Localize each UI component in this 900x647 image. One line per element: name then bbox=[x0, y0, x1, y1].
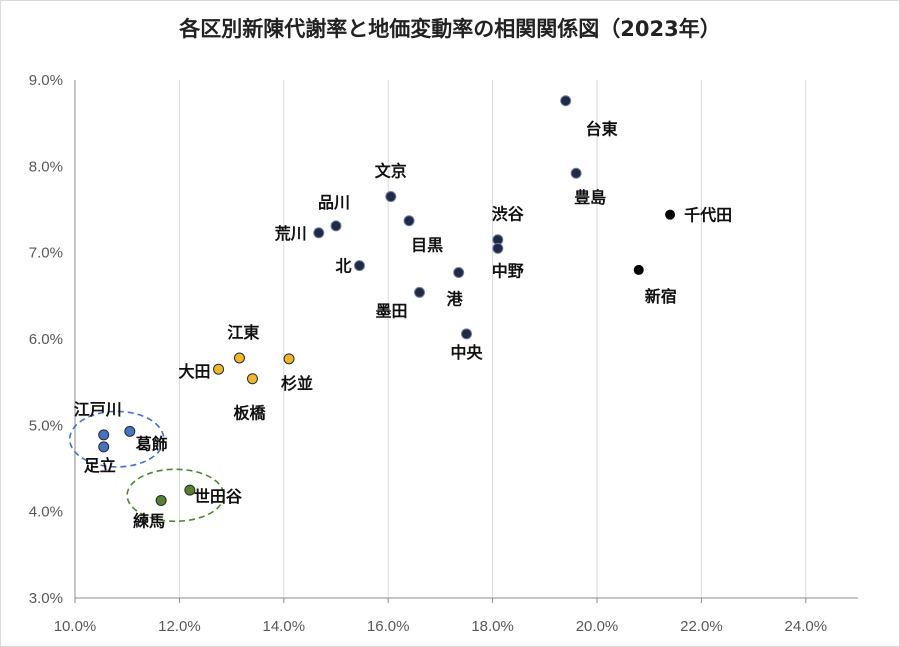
point-label: 江戸川 bbox=[74, 400, 122, 419]
data-point-江東 bbox=[233, 352, 245, 364]
y-tick-label: 4.0% bbox=[29, 504, 63, 521]
point-label: 渋谷 bbox=[492, 205, 525, 224]
x-tick-label: 24.0% bbox=[785, 618, 828, 635]
x-tick-label: 22.0% bbox=[680, 618, 723, 635]
point-label: 練馬 bbox=[133, 511, 165, 530]
point-label: 千代田 bbox=[684, 206, 732, 225]
data-point-港 bbox=[453, 267, 465, 279]
y-tick-label: 3.0% bbox=[29, 590, 63, 607]
point-label: 新宿 bbox=[645, 287, 677, 306]
x-tick-label: 14.0% bbox=[263, 618, 306, 635]
data-point-千代田 bbox=[665, 209, 676, 220]
point-label: 荒川 bbox=[274, 224, 307, 243]
point-label: 大田 bbox=[179, 362, 211, 381]
data-point-足立 bbox=[98, 441, 110, 453]
point-label: 板橋 bbox=[233, 404, 266, 423]
point-label: 豊島 bbox=[574, 188, 606, 207]
data-point-世田谷 bbox=[184, 484, 196, 496]
y-tick-label: 5.0% bbox=[29, 417, 63, 434]
group-ellipses bbox=[68, 410, 225, 523]
group-ellipse-green bbox=[126, 468, 225, 523]
point-label: 北 bbox=[335, 257, 351, 276]
data-point-目黒 bbox=[403, 215, 415, 227]
x-tick-label: 18.0% bbox=[471, 618, 514, 635]
y-tick-label: 8.0% bbox=[29, 158, 63, 175]
x-tick-label: 10.0% bbox=[54, 618, 97, 635]
data-point-練馬 bbox=[155, 494, 167, 506]
data-point-品川 bbox=[330, 220, 342, 232]
point-label: 杉並 bbox=[281, 374, 313, 393]
data-point-新宿 bbox=[633, 264, 644, 275]
point-label: 港 bbox=[447, 290, 464, 309]
x-tick-label: 12.0% bbox=[158, 618, 201, 635]
point-label: 葛飾 bbox=[136, 434, 168, 453]
data-point-大田 bbox=[213, 363, 225, 375]
data-point-北 bbox=[353, 260, 365, 272]
gridlines bbox=[178, 80, 807, 598]
point-label: 中野 bbox=[492, 261, 524, 280]
point-label: 墨田 bbox=[376, 301, 408, 320]
x-tick-label: 20.0% bbox=[576, 618, 619, 635]
point-label: 文京 bbox=[375, 162, 407, 181]
y-tick-label: 6.0% bbox=[29, 331, 63, 348]
data-point-杉並 bbox=[283, 353, 295, 365]
y-tick-label: 7.0% bbox=[29, 245, 63, 262]
group-ellipse-blue bbox=[68, 410, 165, 468]
point-label: 世田谷 bbox=[194, 487, 243, 506]
y-tick-label: 9.0% bbox=[29, 72, 63, 89]
data-point-墨田 bbox=[414, 286, 426, 298]
chart-title: 各区別新陳代謝率と地価変動率の相関関係図（2023年） bbox=[178, 17, 720, 41]
data-point-台東 bbox=[560, 95, 572, 107]
data-point-豊島 bbox=[570, 167, 582, 179]
point-label: 台東 bbox=[586, 120, 618, 139]
data-point-葛飾 bbox=[124, 425, 136, 437]
point-label: 足立 bbox=[84, 456, 116, 475]
data-point-板橋 bbox=[246, 373, 258, 385]
data-point-文京 bbox=[385, 191, 397, 203]
axes: 10.0% 12.0% 14.0% 16.0% 18.0% 20.0% 22.0% 24.0%… bbox=[29, 72, 858, 635]
data-point-中野 bbox=[492, 242, 504, 254]
data-point-荒川 bbox=[313, 227, 325, 239]
data-point-江戸川 bbox=[98, 429, 110, 441]
point-label: 品川 bbox=[318, 193, 350, 212]
x-tick-label: 16.0% bbox=[367, 618, 410, 635]
point-label: 江東 bbox=[227, 323, 259, 342]
point-label: 目黒 bbox=[411, 236, 443, 255]
point-label: 中央 bbox=[450, 343, 483, 362]
data-point-中央 bbox=[461, 328, 472, 340]
data-points bbox=[98, 95, 676, 506]
